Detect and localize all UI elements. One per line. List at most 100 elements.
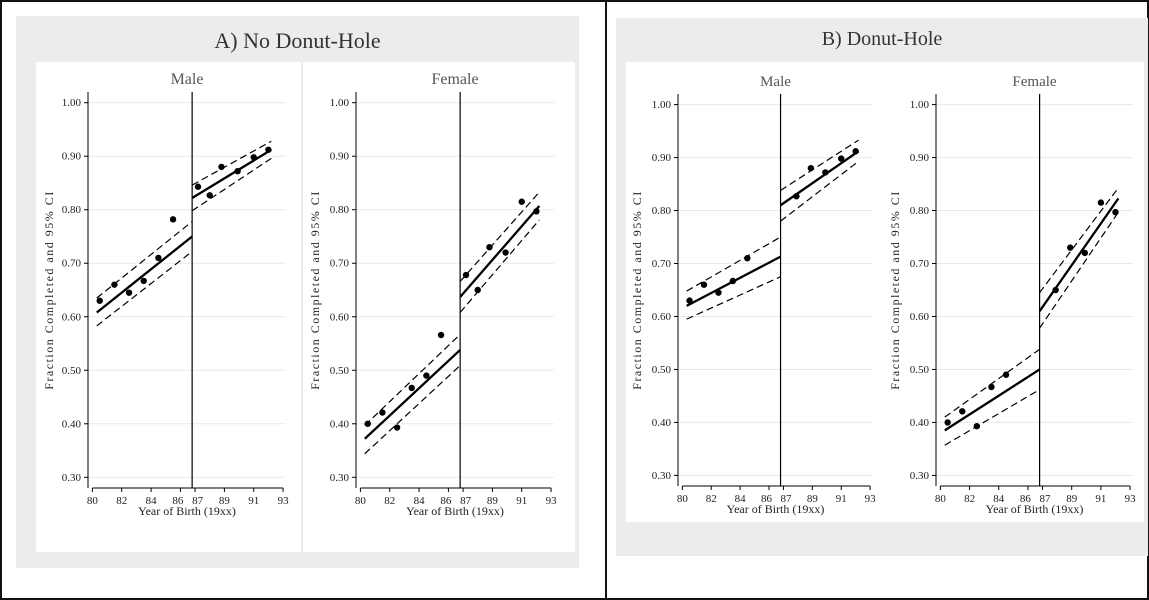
- fig1-panel0-point-9: [852, 148, 859, 155]
- fig0-panel1-y-tick-label-4: 0.70: [330, 258, 350, 270]
- fig0-panel1-y-tick-label-7: 1.00: [330, 97, 350, 109]
- fig0-panel1-fit-left: [364, 349, 461, 440]
- fig0-panel0-point-6: [194, 183, 202, 190]
- fig0-panel1-y-tick-label-5: 0.80: [330, 204, 350, 216]
- fig0-panel1-point-4: [423, 372, 430, 379]
- fig0-panel1-point-0: [364, 420, 371, 427]
- fig0-panel0-point-10: [250, 154, 257, 161]
- fig1-panel0-y-tick-label-5: 0.80: [652, 205, 672, 217]
- fig0-panel1-point-11: [533, 208, 540, 215]
- fig0-panel0-ci-right-upper: [191, 140, 272, 186]
- fig1-panel0-label: Male: [760, 74, 791, 90]
- fig0-panel0-y-tick-label-0: 0.30: [62, 472, 82, 484]
- fig0-panel1-y-axis-label: Fraction Completed and 95% CI: [308, 190, 322, 389]
- fig1-panel1-y-tick-label-5: 0.80: [910, 205, 930, 217]
- figure-cell-b: B) Donut-Hole Male 0.30 0.40 0.50 0.60 0.70 0.…: [605, 0, 1149, 600]
- fig1-panel0-x-tick-label-3: 86: [761, 493, 773, 505]
- fig0-panel0-x-tick-label-5: 89: [219, 495, 231, 507]
- fig0-panel0-x-tick-label-0: 80: [87, 495, 99, 507]
- fig0-panel0-point-7: [206, 192, 213, 199]
- fig0-panel0-point-3: [140, 277, 147, 285]
- fig1-panel1-point-0: [944, 419, 951, 426]
- fig0-panel1-point-1: [379, 409, 386, 416]
- fig1-panel0-x-axis-label: Year of Birth (19xx): [727, 502, 825, 516]
- fig1-panel0-x-tick-label-7: 93: [865, 493, 877, 505]
- fig0-panel1-x-tick-label-6: 91: [516, 495, 527, 507]
- fig1-panel0-point-1: [700, 281, 708, 288]
- fig1-panel0-y-tick-label-1: 0.40: [652, 417, 672, 429]
- fig0-panel1-y-tick-label-1: 0.40: [330, 418, 350, 430]
- fig1-panel1-x-tick-label-3: 86: [1020, 493, 1032, 505]
- fig1-panel0-y-tick-label-4: 0.70: [652, 258, 672, 270]
- fig0-panel0-ci-right-lower: [191, 157, 272, 212]
- fig0-panel1-background: [303, 62, 575, 552]
- fig0-panel0-y-tick-label-7: 1.00: [62, 97, 82, 109]
- figure-b-title: B) Donut-Hole: [821, 28, 943, 50]
- fig1-panel0-x-tick-label-0: 80: [677, 493, 689, 505]
- fig0-panel1-x-tick-label-7: 93: [546, 495, 558, 507]
- fig1-panel1-y-tick-label-7: 1.00: [910, 99, 930, 111]
- fig0-panel0-label: Male: [171, 71, 204, 88]
- fig0-panel0-x-axis-label: Year of Birth (19xx): [138, 504, 236, 518]
- fig0-panel1-y-tick-label-0: 0.30: [330, 472, 350, 484]
- fig1-panel0-x-tick-label-4: 87: [780, 493, 792, 505]
- fig0-panel0-background: [36, 62, 301, 552]
- fig1-panel1-point-9: [1112, 208, 1119, 216]
- fig1-panel1-x-tick-label-1: 82: [964, 493, 975, 505]
- fig1-panel0-y-axis-label: Fraction Completed and 95% CI: [630, 190, 644, 389]
- fig0-panel0-x-tick-label-1: 82: [116, 495, 127, 507]
- fig0-panel0-x-tick-label-6: 91: [248, 495, 259, 507]
- fig0-panel1-ci-right-lower: [459, 219, 540, 313]
- fig0-panel1-ci-right-upper: [459, 191, 540, 282]
- fig1-panel0-x-tick-label-2: 84: [735, 493, 747, 505]
- fig1-panel1-ci-left-upper: [944, 348, 1040, 418]
- fig1-panel0-point-2: [715, 289, 722, 296]
- fig0-panel0-point-5: [169, 216, 177, 223]
- fig0-panel0-point-4: [155, 254, 162, 262]
- fig1-panel1-ci-left-lower: [944, 389, 1040, 446]
- fig0-panel1-label: Female: [431, 71, 478, 88]
- fig0-panel0-x-tick-label-3: 86: [172, 495, 184, 507]
- fig0-panel1-x-tick-label-5: 89: [487, 495, 499, 507]
- fig1-panel1-point-4: [1002, 371, 1010, 378]
- figure-a: A) No Donut-Hole Male 0.30 0.40 0.50 0.60 0.7…: [16, 16, 579, 568]
- fig0-panel1-y-tick-label-2: 0.50: [330, 365, 350, 377]
- fig0-panel1-y-tick-label-6: 0.90: [330, 151, 350, 163]
- fig0-panel1-point-2: [393, 424, 401, 431]
- fig0-panel1-point-5: [437, 331, 445, 339]
- fig0-panel1-x-tick-label-3: 86: [440, 495, 452, 507]
- fig0-panel1-point-6: [462, 271, 470, 279]
- fig1-panel1-point-8: [1097, 199, 1105, 206]
- fig0-panel1-x-tick-label-2: 84: [414, 495, 426, 507]
- fig1-panel0-ci-left-lower: [686, 276, 781, 320]
- fig1-panel0-background: [626, 62, 884, 522]
- fig1-panel0-ci-right-lower: [780, 160, 859, 222]
- fig1-panel1-y-axis-label: Fraction Completed and 95% CI: [888, 190, 902, 389]
- fig1-panel0-point-3: [729, 277, 737, 285]
- fig0-panel0-point-1: [111, 281, 118, 288]
- fig1-panel1-x-axis-label: Year of Birth (19xx): [986, 502, 1084, 516]
- fig1-panel0-y-tick-label-3: 0.60: [652, 311, 672, 323]
- fig0-panel0-x-tick-label-2: 84: [146, 495, 158, 507]
- figure-cell-a: A) No Donut-Hole Male 0.30 0.40 0.50 0.60 0.7…: [0, 0, 607, 600]
- fig0-panel1-x-tick-label-1: 82: [384, 495, 395, 507]
- fig1-panel0-point-8: [838, 155, 845, 162]
- fig1-panel1-point-6: [1067, 244, 1074, 251]
- fig1-panel1-y-tick-label-6: 0.90: [910, 152, 930, 164]
- fig0-panel0-x-tick-label-4: 87: [192, 495, 204, 507]
- fig1-panel1-fit-left: [944, 368, 1041, 432]
- figure-a-svg: Male 0.30 0.40 0.50 0.60 0.70 0.80 0.90 1.00 80 82…: [36, 62, 575, 552]
- fig1-panel1-y-tick-label-3: 0.60: [910, 311, 930, 323]
- fig0-panel1-x-tick-label-0: 80: [355, 495, 367, 507]
- fig1-panel1-x-tick-label-2: 84: [993, 493, 1005, 505]
- fig1-panel1-x-tick-label-4: 87: [1040, 493, 1052, 505]
- fig1-panel1-fit-right: [1038, 197, 1120, 312]
- fig1-panel0-point-5: [793, 193, 800, 200]
- fig0-panel0-y-axis-label: Fraction Completed and 95% CI: [42, 190, 56, 389]
- fig1-panel1-y-tick-label-0: 0.30: [910, 470, 930, 482]
- fig0-panel0-y-tick-label-3: 0.60: [62, 311, 82, 323]
- fig0-panel1-fit-right: [459, 205, 541, 298]
- figure-b: B) Donut-Hole Male 0.30 0.40 0.50 0.60 0.70 0.…: [616, 18, 1148, 556]
- fig1-panel0-y-tick-label-2: 0.50: [652, 364, 672, 376]
- fig1-panel0-x-tick-label-5: 89: [807, 493, 819, 505]
